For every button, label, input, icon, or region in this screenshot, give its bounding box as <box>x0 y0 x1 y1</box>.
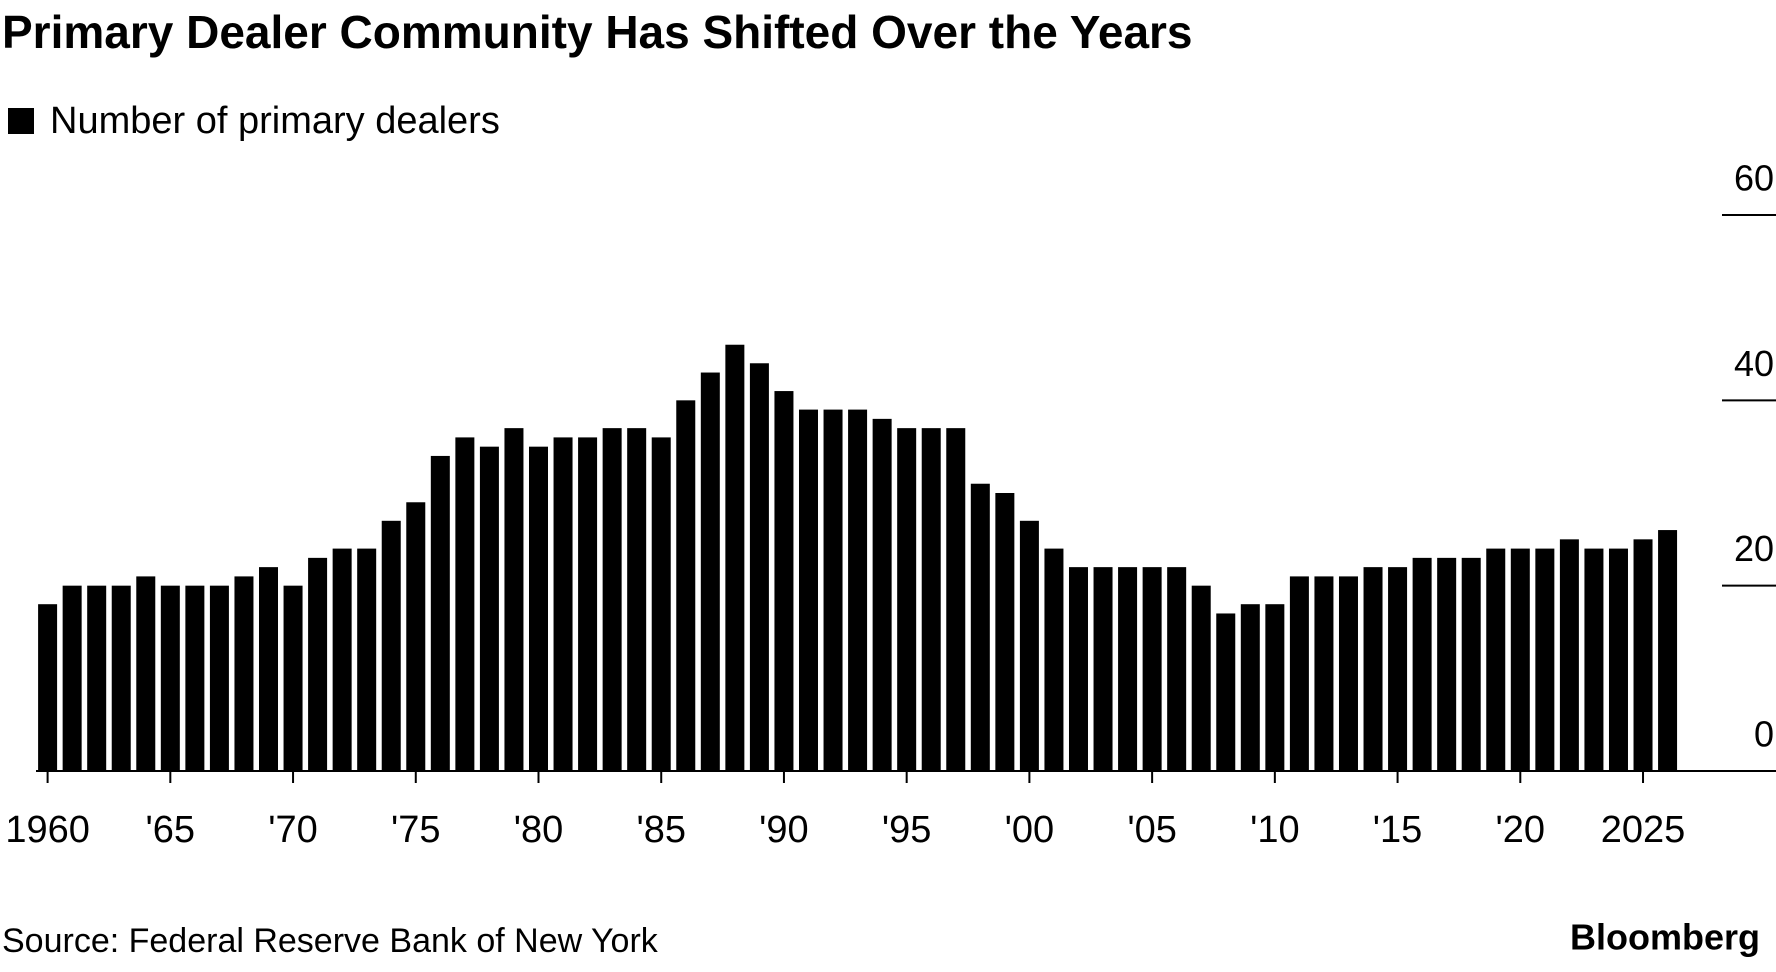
bar <box>1142 567 1162 771</box>
legend-label: Number of primary dealers <box>50 100 500 142</box>
x-tick-label: '05 <box>1127 809 1177 851</box>
bar <box>504 428 524 771</box>
bar <box>308 557 328 771</box>
bar <box>479 446 499 771</box>
bar <box>1412 557 1432 771</box>
bar <box>1633 539 1653 771</box>
bar <box>1437 557 1457 771</box>
bar <box>602 428 622 771</box>
y-tick-label: 60 <box>1734 158 1774 199</box>
bar <box>1265 604 1285 771</box>
x-tick-label: '70 <box>268 809 318 851</box>
x-tick-label: '80 <box>514 809 564 851</box>
x-tick-label: '00 <box>1005 809 1055 851</box>
bar <box>774 391 794 771</box>
bar <box>1289 576 1309 771</box>
x-tick-label: '75 <box>391 809 441 851</box>
bar <box>627 428 647 771</box>
bar <box>1068 567 1088 771</box>
bar <box>872 418 892 771</box>
bar <box>1559 539 1579 771</box>
bar <box>259 567 279 771</box>
bar <box>725 344 745 771</box>
bar <box>1608 548 1628 771</box>
bar <box>455 437 475 771</box>
bar <box>87 585 107 771</box>
bar <box>1019 520 1039 771</box>
bar <box>848 409 868 771</box>
bar <box>1216 613 1236 771</box>
brand: Bloomberg <box>1570 917 1760 958</box>
bar <box>1388 567 1408 771</box>
bar <box>1338 576 1358 771</box>
legend-swatch <box>8 108 34 134</box>
x-tick-label: 1960 <box>5 809 90 851</box>
bar <box>1535 548 1555 771</box>
bar <box>1093 567 1113 771</box>
bar <box>234 576 254 771</box>
bar <box>1461 557 1481 771</box>
bar <box>1658 530 1678 771</box>
bar <box>430 455 450 771</box>
source: Source: Federal Reserve Bank of New York <box>2 922 659 960</box>
bar <box>357 548 377 771</box>
y-tick-label: 20 <box>1734 528 1774 569</box>
bar <box>676 400 696 771</box>
x-tick-label: 2025 <box>1601 809 1686 851</box>
bar <box>406 502 426 771</box>
bar <box>897 428 917 771</box>
x-tick-label: '15 <box>1373 809 1423 851</box>
bar <box>995 493 1015 771</box>
x-tick-label: '85 <box>636 809 686 851</box>
bar <box>283 585 303 771</box>
bar <box>921 428 941 771</box>
x-tick-label: '65 <box>146 809 196 851</box>
bar <box>332 548 352 771</box>
x-tick-label: '10 <box>1250 809 1300 851</box>
bar <box>1240 604 1260 771</box>
y-tick-label: 0 <box>1754 714 1774 755</box>
bar <box>209 585 229 771</box>
bar <box>651 437 671 771</box>
bar <box>185 585 205 771</box>
y-tick-label: 40 <box>1734 343 1774 384</box>
bar <box>578 437 598 771</box>
bar <box>970 483 990 771</box>
bar <box>1314 576 1334 771</box>
bar <box>823 409 843 771</box>
bar <box>1191 585 1211 771</box>
bar <box>553 437 573 771</box>
bar <box>1486 548 1506 771</box>
bar <box>1584 548 1604 771</box>
bar <box>1363 567 1383 771</box>
bar <box>1044 548 1064 771</box>
bar <box>700 372 720 771</box>
x-tick-label: '95 <box>882 809 932 851</box>
bar <box>1167 567 1187 771</box>
bar <box>1118 567 1138 771</box>
x-tick-label: '20 <box>1496 809 1546 851</box>
bar <box>38 604 58 771</box>
bar <box>749 363 769 771</box>
bar <box>798 409 818 771</box>
bar <box>381 520 401 771</box>
chart-title: Primary Dealer Community Has Shifted Ove… <box>2 6 1193 58</box>
bar <box>62 585 82 771</box>
bar <box>136 576 156 771</box>
bar <box>160 585 180 771</box>
bar <box>111 585 131 771</box>
bar <box>946 428 966 771</box>
bar <box>1510 548 1530 771</box>
bar <box>529 446 548 771</box>
x-tick-label: '90 <box>759 809 809 851</box>
